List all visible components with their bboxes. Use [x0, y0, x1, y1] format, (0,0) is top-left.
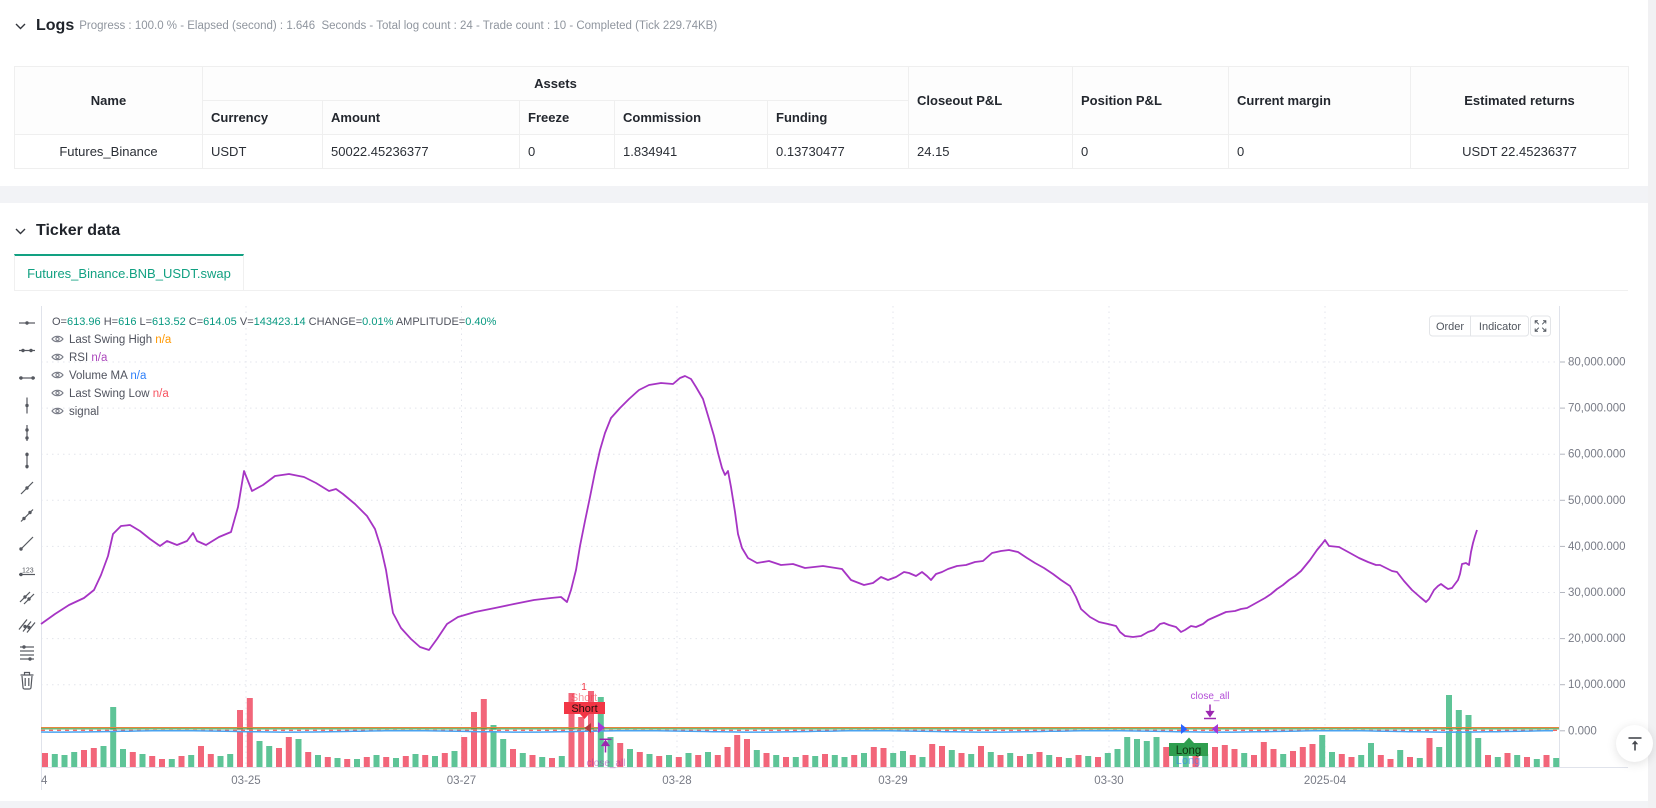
svg-text:0.000: 0.000 [1568, 725, 1597, 737]
svg-text:30,000.000: 30,000.000 [1568, 587, 1626, 599]
svg-text:Short: Short [571, 703, 597, 715]
svg-text:Short: Short [571, 692, 597, 704]
svg-text:80,000.000: 80,000.000 [1568, 357, 1626, 369]
svg-text:1: 1 [581, 682, 587, 693]
svg-text:signal: signal [69, 406, 99, 418]
svg-text:4: 4 [41, 775, 48, 787]
svg-text:03-28: 03-28 [662, 775, 691, 787]
svg-text:RSI n/a: RSI n/a [69, 352, 108, 364]
svg-text:03-25: 03-25 [231, 775, 260, 787]
svg-text:Long: Long [1176, 745, 1202, 757]
svg-text:03-30: 03-30 [1094, 775, 1123, 787]
svg-text:Volume MA n/a: Volume MA n/a [69, 370, 147, 382]
svg-text:2025-04: 2025-04 [1304, 775, 1347, 787]
svg-text:Last Swing High n/a: Last Swing High n/a [69, 334, 172, 346]
svg-text:Order: Order [1436, 321, 1464, 333]
svg-text:40,000.000: 40,000.000 [1568, 541, 1626, 553]
svg-text:close_all: close_all [587, 758, 626, 769]
svg-text:Indicator: Indicator [1479, 321, 1522, 333]
svg-text:O=613.96 H=616 L=613.52 C=614.: O=613.96 H=616 L=613.52 C=614.05 V=14342… [52, 316, 497, 328]
svg-text:Last Swing Low n/a: Last Swing Low n/a [69, 388, 169, 400]
svg-text:close_all: close_all [1191, 691, 1230, 702]
svg-text:60,000.000: 60,000.000 [1568, 449, 1626, 461]
svg-text:03-27: 03-27 [447, 775, 476, 787]
svg-text:123: 123 [22, 568, 34, 575]
svg-text:70,000.000: 70,000.000 [1568, 403, 1626, 415]
svg-text:50,000.000: 50,000.000 [1568, 495, 1626, 507]
svg-text:Long: Long [1176, 755, 1200, 767]
svg-text:10,000.000: 10,000.000 [1568, 679, 1626, 691]
svg-text:03-29: 03-29 [878, 775, 907, 787]
svg-text:20,000.000: 20,000.000 [1568, 633, 1626, 645]
